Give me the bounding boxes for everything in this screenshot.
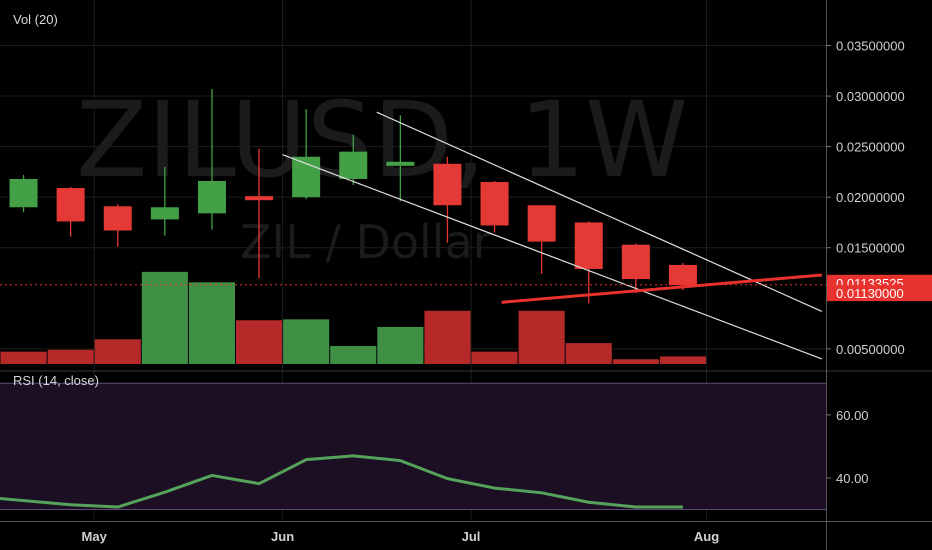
rsi-pane: [0, 370, 932, 511]
rsi-tick-label: 40.00: [836, 471, 869, 486]
volume-bar: [659, 356, 706, 364]
volume-bar: [0, 351, 47, 364]
price-tick-label: 0.03500000: [836, 39, 905, 54]
rsi-band: [0, 383, 826, 510]
candle-body: [56, 188, 85, 222]
volume-bar: [377, 326, 424, 364]
candle-body: [245, 196, 274, 201]
volume-bar: [94, 339, 141, 364]
price-tick-label: 0.03000000: [836, 89, 905, 104]
price-scale[interactable]: 0.03500000 0.03000000 0.02500000 0.02000000…: [826, 0, 932, 550]
time-tick-label: Jul: [462, 529, 481, 544]
candle-body: [103, 206, 132, 231]
volume-bar: [424, 310, 471, 364]
time-scale[interactable]: May Jun Jul Aug: [0, 521, 932, 545]
trendline-support-line: [501, 273, 823, 304]
volume-bar: [330, 345, 377, 364]
rsi-indicator-label[interactable]: RSI (14, close): [13, 373, 99, 388]
watermark-symbol: ZILUSD, 1W: [76, 79, 688, 201]
trendline-channel-lower: [282, 154, 823, 360]
volume-bar: [565, 343, 612, 364]
time-tick-label: Aug: [694, 529, 719, 544]
candle-body: [339, 151, 368, 179]
price-tag-label: 0.01130000: [836, 286, 904, 301]
candle-body: [574, 222, 603, 269]
watermark-pair: ZIL / Dollar: [240, 215, 492, 269]
candle-body: [621, 244, 650, 280]
price-tick-label: 0.02500000: [836, 140, 905, 155]
volume-bar: [518, 310, 565, 364]
grid-lines: [0, 0, 826, 519]
trendline-channel-upper: [376, 111, 823, 312]
volume-bar: [471, 351, 518, 364]
price-tick-label: 0.00500000: [836, 342, 905, 357]
price-tick-label: 0.01500000: [836, 241, 905, 256]
candle-body: [9, 178, 38, 208]
time-tick-label: Jun: [271, 529, 294, 544]
trendlines[interactable]: [0, 111, 826, 360]
volume-indicator-label[interactable]: Vol (20): [13, 12, 58, 27]
candle-body: [292, 156, 321, 198]
symbol-watermark: ZILUSD, 1W ZIL / Dollar: [76, 79, 688, 269]
time-tick-label: May: [82, 529, 108, 544]
candlesticks: [9, 88, 697, 304]
volume-bar: [283, 319, 330, 364]
candle-body: [197, 180, 226, 214]
candle-body: [480, 182, 509, 226]
rsi-tick-label: 60.00: [836, 408, 869, 423]
volume-bar: [612, 359, 659, 364]
candle-body: [433, 163, 462, 206]
price-tag-bg: [827, 285, 932, 302]
volume-bar: [141, 271, 188, 364]
candle-body: [668, 264, 697, 286]
volume-bar: [47, 349, 94, 364]
candle-body: [386, 161, 415, 166]
price-tick-label: 0.02000000: [836, 190, 905, 205]
candle-body: [527, 205, 556, 242]
volume-bar: [188, 282, 235, 364]
volume-bar: [236, 320, 283, 364]
candle-body: [150, 207, 179, 220]
volume-bars: [0, 271, 706, 364]
rsi-line: [0, 454, 683, 509]
